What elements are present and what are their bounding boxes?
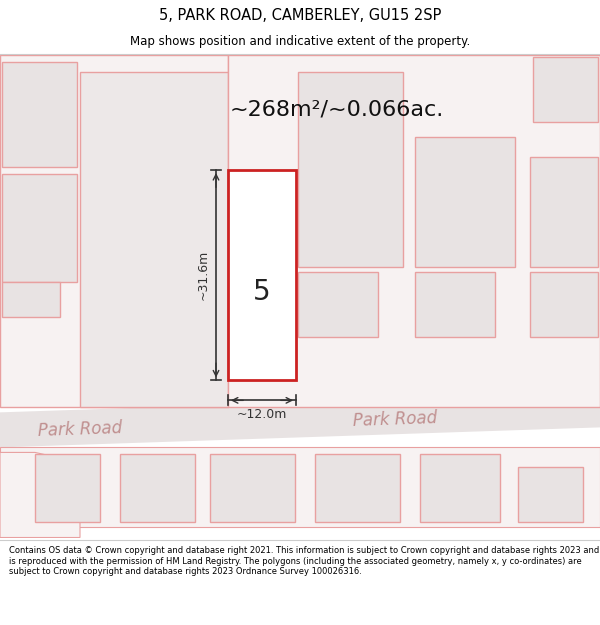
Bar bbox=[420, 454, 500, 522]
Bar bbox=[530, 272, 598, 338]
Bar bbox=[2, 62, 77, 167]
Bar bbox=[35, 454, 100, 522]
Bar bbox=[533, 57, 598, 122]
Bar bbox=[2, 174, 77, 282]
Bar bbox=[518, 468, 583, 522]
Polygon shape bbox=[2, 282, 60, 318]
Text: ~31.6m: ~31.6m bbox=[197, 250, 210, 301]
Text: Contains OS data © Crown copyright and database right 2021. This information is : Contains OS data © Crown copyright and d… bbox=[9, 546, 599, 576]
Bar bbox=[530, 157, 598, 268]
Bar bbox=[228, 170, 296, 381]
Text: Park Road: Park Road bbox=[353, 409, 437, 430]
Polygon shape bbox=[0, 392, 600, 448]
Bar bbox=[415, 272, 495, 338]
Text: Map shows position and indicative extent of the property.: Map shows position and indicative extent… bbox=[130, 35, 470, 48]
Bar bbox=[80, 72, 228, 408]
Polygon shape bbox=[0, 448, 600, 528]
Text: Park Road: Park Road bbox=[38, 419, 122, 440]
Polygon shape bbox=[228, 55, 600, 408]
Bar bbox=[210, 454, 295, 522]
Bar bbox=[298, 272, 378, 338]
Bar bbox=[120, 454, 195, 522]
Polygon shape bbox=[0, 452, 80, 538]
Text: 5, PARK ROAD, CAMBERLEY, GU15 2SP: 5, PARK ROAD, CAMBERLEY, GU15 2SP bbox=[159, 8, 441, 23]
Text: ~268m²/~0.066ac.: ~268m²/~0.066ac. bbox=[230, 99, 444, 119]
Bar bbox=[298, 72, 403, 268]
Text: 5: 5 bbox=[253, 278, 271, 306]
Text: ~12.0m: ~12.0m bbox=[237, 408, 287, 421]
Bar bbox=[315, 454, 400, 522]
Bar bbox=[415, 137, 515, 268]
Polygon shape bbox=[0, 55, 228, 408]
